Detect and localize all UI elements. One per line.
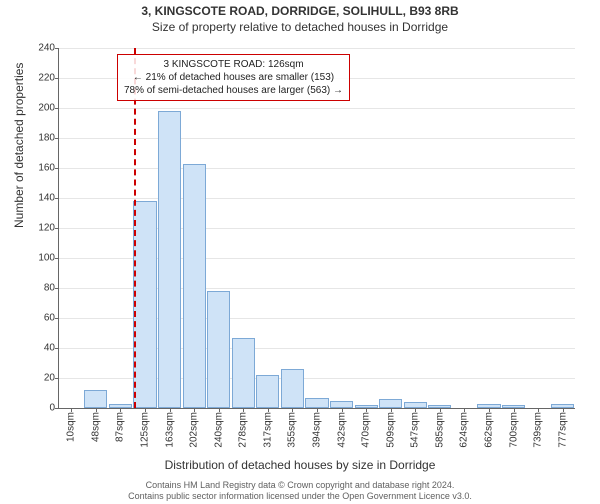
- gridline: [59, 198, 575, 199]
- xtick-label: 317sqm: [262, 412, 273, 448]
- xtick-label: 240sqm: [213, 412, 224, 448]
- xtick-label: 662sqm: [484, 412, 495, 448]
- ytick-mark: [55, 228, 59, 229]
- ytick-mark: [55, 168, 59, 169]
- xtick-label: 777sqm: [557, 412, 568, 448]
- ytick-mark: [55, 48, 59, 49]
- callout-line-2: ← 21% of detached houses are smaller (15…: [124, 71, 343, 84]
- xtick-label: 739sqm: [533, 412, 544, 448]
- gridline: [59, 48, 575, 49]
- histogram-bar: [158, 111, 181, 408]
- ytick-mark: [55, 318, 59, 319]
- xtick-label: 87sqm: [115, 412, 126, 442]
- callout-line-1: 3 KINGSCOTE ROAD: 126sqm: [124, 58, 343, 71]
- histogram-bar: [207, 291, 230, 408]
- gridline: [59, 168, 575, 169]
- xtick-label: 278sqm: [238, 412, 249, 448]
- histogram-bar: [133, 201, 156, 408]
- xtick-label: 394sqm: [312, 412, 323, 448]
- histogram-bar: [256, 375, 279, 408]
- xtick-label: 547sqm: [410, 412, 421, 448]
- ytick-label: 100: [25, 253, 55, 264]
- ytick-label: 120: [25, 223, 55, 234]
- x-axis-label: Distribution of detached houses by size …: [0, 458, 600, 472]
- chart-container: 02040608010012014016018020022024010sqm48…: [58, 48, 574, 408]
- histogram-bar: [281, 369, 304, 408]
- ytick-label: 40: [25, 343, 55, 354]
- ytick-label: 220: [25, 73, 55, 84]
- ytick-mark: [55, 258, 59, 259]
- xtick-label: 470sqm: [361, 412, 372, 448]
- page-subtitle: Size of property relative to detached ho…: [0, 20, 600, 34]
- histogram-bar: [232, 338, 255, 409]
- xtick-label: 700sqm: [508, 412, 519, 448]
- ytick-mark: [55, 408, 59, 409]
- histogram-bar: [330, 401, 353, 409]
- histogram-bar: [305, 398, 328, 409]
- histogram-bar: [183, 164, 206, 409]
- attribution-footer: Contains HM Land Registry data © Crown c…: [0, 480, 600, 503]
- ytick-mark: [55, 348, 59, 349]
- ytick-mark: [55, 288, 59, 289]
- xtick-label: 125sqm: [140, 412, 151, 448]
- ytick-label: 80: [25, 283, 55, 294]
- y-axis-label: Number of detached properties: [12, 63, 26, 228]
- callout-line-3: 78% of semi-detached houses are larger (…: [124, 84, 343, 97]
- xtick-label: 355sqm: [287, 412, 298, 448]
- ytick-label: 160: [25, 163, 55, 174]
- property-marker-line: [134, 48, 136, 408]
- xtick-label: 624sqm: [459, 412, 470, 448]
- footer-line-2: Contains public sector information licen…: [0, 491, 600, 502]
- ytick-label: 140: [25, 193, 55, 204]
- page-title-address: 3, KINGSCOTE ROAD, DORRIDGE, SOLIHULL, B…: [0, 4, 600, 18]
- xtick-label: 10sqm: [66, 412, 77, 442]
- ytick-label: 60: [25, 313, 55, 324]
- xtick-label: 48sqm: [90, 412, 101, 442]
- ytick-label: 240: [25, 43, 55, 54]
- gridline: [59, 138, 575, 139]
- property-callout: 3 KINGSCOTE ROAD: 126sqm← 21% of detache…: [117, 54, 350, 101]
- ytick-mark: [55, 108, 59, 109]
- xtick-label: 202sqm: [189, 412, 200, 448]
- ytick-label: 200: [25, 103, 55, 114]
- ytick-mark: [55, 198, 59, 199]
- xtick-label: 509sqm: [385, 412, 396, 448]
- ytick-mark: [55, 378, 59, 379]
- xtick-label: 585sqm: [434, 412, 445, 448]
- footer-line-1: Contains HM Land Registry data © Crown c…: [0, 480, 600, 491]
- ytick-label: 20: [25, 373, 55, 384]
- xtick-label: 432sqm: [336, 412, 347, 448]
- ytick-mark: [55, 138, 59, 139]
- ytick-label: 180: [25, 133, 55, 144]
- ytick-label: 0: [25, 403, 55, 414]
- ytick-mark: [55, 78, 59, 79]
- xtick-label: 163sqm: [164, 412, 175, 448]
- histogram-bar: [84, 390, 107, 408]
- histogram-bar: [379, 399, 402, 408]
- gridline: [59, 108, 575, 109]
- plot-area: 02040608010012014016018020022024010sqm48…: [58, 48, 575, 409]
